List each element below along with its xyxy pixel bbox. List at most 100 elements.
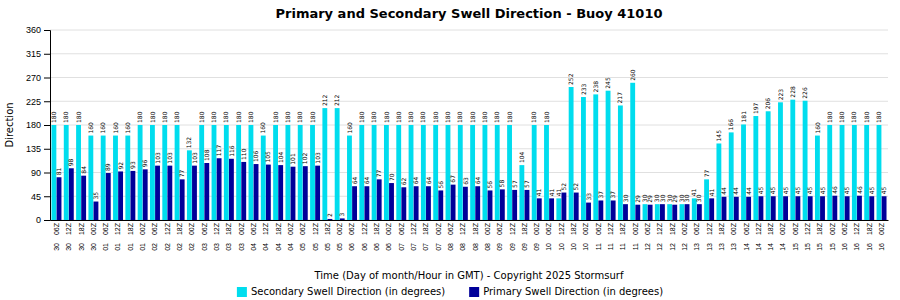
tick: 12Z bbox=[213, 222, 220, 235]
data-label: 160 bbox=[814, 122, 821, 134]
tick-label: 00Z bbox=[582, 222, 589, 235]
tick-label: 12Z bbox=[213, 222, 220, 235]
tick-label: 11 bbox=[595, 243, 602, 250]
bar bbox=[138, 125, 143, 220]
tick-label: 06Z bbox=[545, 222, 552, 235]
tick: 12Z bbox=[65, 222, 72, 235]
tick: 12Z bbox=[706, 222, 713, 235]
bar bbox=[869, 196, 874, 220]
tick: 18Z bbox=[225, 222, 232, 235]
bar bbox=[192, 166, 197, 220]
bar bbox=[753, 116, 758, 220]
tick-label: 18Z bbox=[816, 222, 823, 235]
tick-label: 13 bbox=[693, 243, 700, 251]
tick-mark bbox=[44, 149, 50, 150]
tick-label: 02 bbox=[164, 243, 171, 251]
data-label: 226 bbox=[801, 87, 808, 99]
bar bbox=[537, 198, 542, 220]
tick-label: 00Z bbox=[878, 222, 885, 235]
bar bbox=[57, 177, 62, 220]
tick-label: 360 bbox=[26, 25, 41, 35]
bar bbox=[212, 125, 217, 220]
tick-label: 06Z bbox=[398, 222, 405, 235]
data-label: 64 bbox=[425, 176, 432, 184]
data-label: 180 bbox=[309, 111, 316, 123]
bar bbox=[569, 87, 574, 220]
tick: 14 bbox=[755, 243, 762, 251]
tick: 06Z bbox=[398, 222, 405, 235]
data-label: 41 bbox=[708, 189, 715, 197]
tick: 06Z bbox=[743, 222, 750, 235]
tick-label: 04 bbox=[275, 243, 282, 251]
tick-label: 90 bbox=[31, 168, 41, 178]
tick-label: 02 bbox=[176, 243, 183, 251]
bar bbox=[438, 190, 443, 220]
tick-label: 03 bbox=[225, 243, 232, 251]
bar bbox=[556, 198, 561, 220]
bar bbox=[278, 165, 283, 220]
data-labels: 1801801801601601601601801801801801321801… bbox=[50, 69, 887, 217]
tick: 11 bbox=[595, 243, 602, 250]
tick-label: 18Z bbox=[619, 222, 626, 235]
bar bbox=[882, 196, 887, 220]
tick-label: 225 bbox=[26, 97, 41, 107]
data-label: 160 bbox=[99, 122, 106, 134]
tick: 12Z bbox=[656, 222, 663, 235]
bar bbox=[544, 125, 549, 220]
tick-label: 12Z bbox=[509, 222, 516, 235]
data-label: 180 bbox=[530, 111, 537, 123]
bars bbox=[51, 83, 886, 220]
data-label: 180 bbox=[469, 111, 476, 123]
data-label: 180 bbox=[198, 111, 205, 123]
tick-label: 00Z bbox=[779, 222, 786, 235]
data-label: 70 bbox=[388, 173, 395, 181]
tick-label: 06Z bbox=[299, 222, 306, 235]
data-label: 180 bbox=[235, 111, 242, 123]
data-label: 103 bbox=[191, 152, 198, 164]
tick: 12Z bbox=[804, 222, 811, 235]
tick: 10 bbox=[582, 243, 589, 251]
data-label: 64 bbox=[363, 176, 370, 184]
bar bbox=[482, 125, 487, 220]
bar bbox=[586, 203, 591, 220]
legend-item: Secondary Swell Direction (in degrees) bbox=[237, 286, 445, 297]
bar bbox=[507, 125, 512, 220]
data-label: 29 bbox=[671, 195, 678, 203]
bar bbox=[685, 204, 690, 220]
tick-label: 00Z bbox=[829, 222, 836, 235]
bar bbox=[722, 197, 727, 220]
bar bbox=[488, 190, 493, 220]
tick: 18Z bbox=[767, 222, 774, 235]
tick: 12 bbox=[644, 243, 651, 251]
tick-label: 05 bbox=[324, 243, 331, 251]
tick-label: 18Z bbox=[767, 222, 774, 235]
data-label: 45 bbox=[843, 186, 850, 194]
tick: 14 bbox=[743, 243, 750, 251]
tick-label: 06Z bbox=[53, 222, 60, 235]
bar bbox=[845, 196, 850, 220]
tick: 270 bbox=[26, 73, 50, 83]
data-label: 228 bbox=[789, 86, 796, 98]
tick: 12Z bbox=[312, 222, 319, 235]
tick: 135 bbox=[26, 144, 50, 154]
data-label: 160 bbox=[112, 122, 119, 134]
tick: 180 bbox=[26, 120, 50, 130]
bar bbox=[857, 196, 862, 220]
tick-label: 18Z bbox=[866, 222, 873, 235]
bar bbox=[746, 197, 751, 220]
tick: 12 bbox=[656, 243, 663, 251]
legend-label: Primary Swell Direction (in degrees) bbox=[483, 286, 663, 297]
tick: 01 bbox=[102, 243, 109, 251]
bar bbox=[224, 125, 229, 220]
tick-label: 06Z bbox=[447, 222, 454, 235]
data-label: 46 bbox=[831, 186, 838, 194]
tick-label: 12Z bbox=[607, 222, 614, 235]
tick-label: 15 bbox=[792, 243, 799, 251]
bar bbox=[593, 94, 598, 220]
tick: 00Z bbox=[533, 222, 540, 235]
tick-label: 15 bbox=[804, 243, 811, 251]
bar bbox=[377, 179, 382, 220]
bar bbox=[532, 125, 537, 220]
tick-label: 03 bbox=[201, 243, 208, 251]
chart: 1801801801601601601601801801801801321801… bbox=[0, 0, 900, 300]
